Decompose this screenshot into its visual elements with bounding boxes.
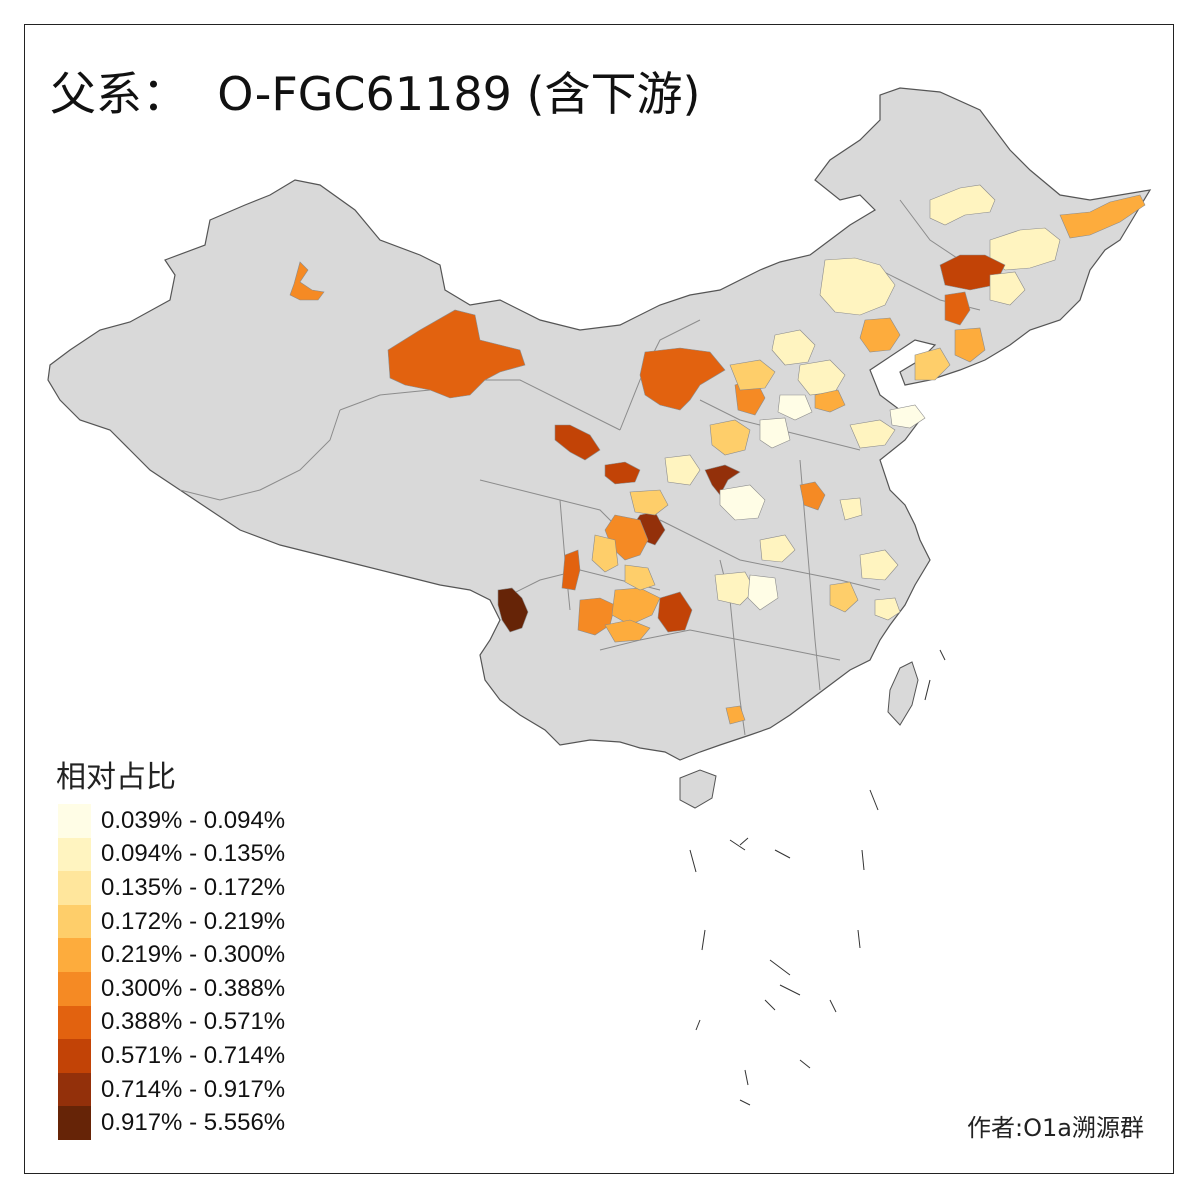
region-xinjiang-north <box>289 261 325 301</box>
legend-label: 0.714% - 0.917% <box>101 1075 286 1103</box>
legend-swatch <box>58 971 91 1006</box>
legend-swatch <box>58 1106 91 1140</box>
region-jiangsu <box>859 549 899 581</box>
legend-item: 0.917% - 5.556% <box>58 1106 285 1140</box>
legend-item: 0.714% - 0.917% <box>58 1072 286 1107</box>
legend-swatch <box>58 1039 91 1073</box>
region-heilongjiang-west <box>929 184 996 226</box>
legend-swatch <box>58 938 91 972</box>
prefecture-regions <box>289 184 1146 725</box>
region-inner-mongolia-east <box>859 317 901 353</box>
region-ningxia <box>664 454 701 486</box>
south-china-sea-islands <box>689 649 946 1106</box>
region-shandong-west <box>849 419 896 449</box>
region-guangxi-coast <box>725 705 746 725</box>
region-liaoning-north <box>944 291 971 326</box>
legend-item: 0.300% - 0.388% <box>58 971 286 1006</box>
legend-label: 0.571% - 0.714% <box>101 1041 286 1069</box>
map-frame <box>24 24 1174 1174</box>
legend-swatch <box>58 837 91 872</box>
region-inner-mongolia-central <box>819 257 896 316</box>
legend-item: 0.039% - 0.094% <box>58 804 285 838</box>
legend-item: 0.094% - 0.135% <box>58 837 286 872</box>
legend-swatch <box>58 1005 91 1040</box>
legend-item: 0.172% - 0.219% <box>58 904 286 939</box>
region-sichuan-south <box>624 564 656 591</box>
region-inner-mongolia-west <box>639 347 726 411</box>
region-hubei-central <box>747 574 779 611</box>
region-shaanxi <box>704 464 741 496</box>
region-sichuan-west <box>561 549 581 591</box>
region-zhejiang <box>874 597 901 621</box>
region-henan-west <box>719 484 766 521</box>
legend-item: 0.571% - 0.714% <box>58 1039 285 1073</box>
region-yunnan-west <box>497 587 529 633</box>
legend: 0.039% - 0.094% 0.094% - 0.135% 0.135% -… <box>58 804 285 1140</box>
legend-swatch <box>58 904 91 939</box>
legend-label: 0.219% - 0.300% <box>101 941 286 969</box>
legend-label: 0.388% - 0.571% <box>101 1008 286 1036</box>
region-beijing <box>814 389 846 413</box>
region-liaoning-central <box>954 327 986 363</box>
region-xinjiang-east <box>387 309 526 399</box>
region-guizhou-south <box>604 619 651 643</box>
region-henan-south <box>759 534 796 563</box>
legend-item: 0.135% - 0.172% <box>58 871 285 905</box>
region-liaoning-south <box>914 347 951 381</box>
legend-label: 0.039% - 0.094% <box>101 806 286 834</box>
region-anhui <box>829 581 859 613</box>
region-henan-east <box>799 481 826 511</box>
taiwan-island <box>887 661 919 726</box>
legend-label: 0.094% - 0.135% <box>101 840 286 868</box>
region-henan-central <box>839 497 863 521</box>
author-credit: 作者:O1a溯源群 <box>967 1114 1144 1142</box>
legend-swatch <box>58 1072 91 1107</box>
legend-title: 相对占比 <box>56 760 176 795</box>
region-shanxi-south <box>759 417 791 449</box>
region-shandong-east <box>889 404 926 429</box>
legend-label: 0.135% - 0.172% <box>101 873 286 901</box>
legend-label: 0.172% - 0.219% <box>101 907 286 935</box>
legend-item: 0.219% - 0.300% <box>58 938 285 972</box>
region-shaanxi-north <box>709 419 751 456</box>
region-qinghai-east <box>554 424 601 461</box>
legend-item: 0.388% - 0.571% <box>58 1005 286 1040</box>
region-sichuan-east <box>591 534 619 573</box>
legend-label: 0.300% - 0.388% <box>101 974 286 1002</box>
hainan-island <box>679 769 717 809</box>
map-title: 父系： O-FGC61189 (含下游) <box>50 67 701 121</box>
region-guizhou <box>657 591 693 633</box>
legend-swatch <box>58 804 91 838</box>
china-landmass <box>47 87 1152 761</box>
region-gansu-south <box>604 461 641 485</box>
region-heilongjiang-east <box>1059 194 1146 239</box>
region-hebei-north <box>771 329 816 366</box>
region-hubei-north <box>714 571 756 606</box>
region-tianjin <box>777 394 813 421</box>
legend-swatch <box>58 871 91 905</box>
region-shanxi-central <box>729 359 776 391</box>
region-gansu-east <box>629 489 669 516</box>
region-jilin-south <box>989 271 1026 306</box>
legend-label: 0.917% - 5.556% <box>101 1109 286 1137</box>
